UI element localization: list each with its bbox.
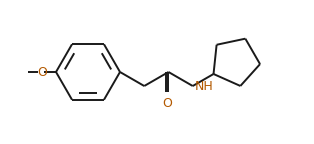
- Text: O: O: [37, 66, 47, 78]
- Text: NH: NH: [195, 79, 214, 92]
- Text: O: O: [162, 97, 172, 110]
